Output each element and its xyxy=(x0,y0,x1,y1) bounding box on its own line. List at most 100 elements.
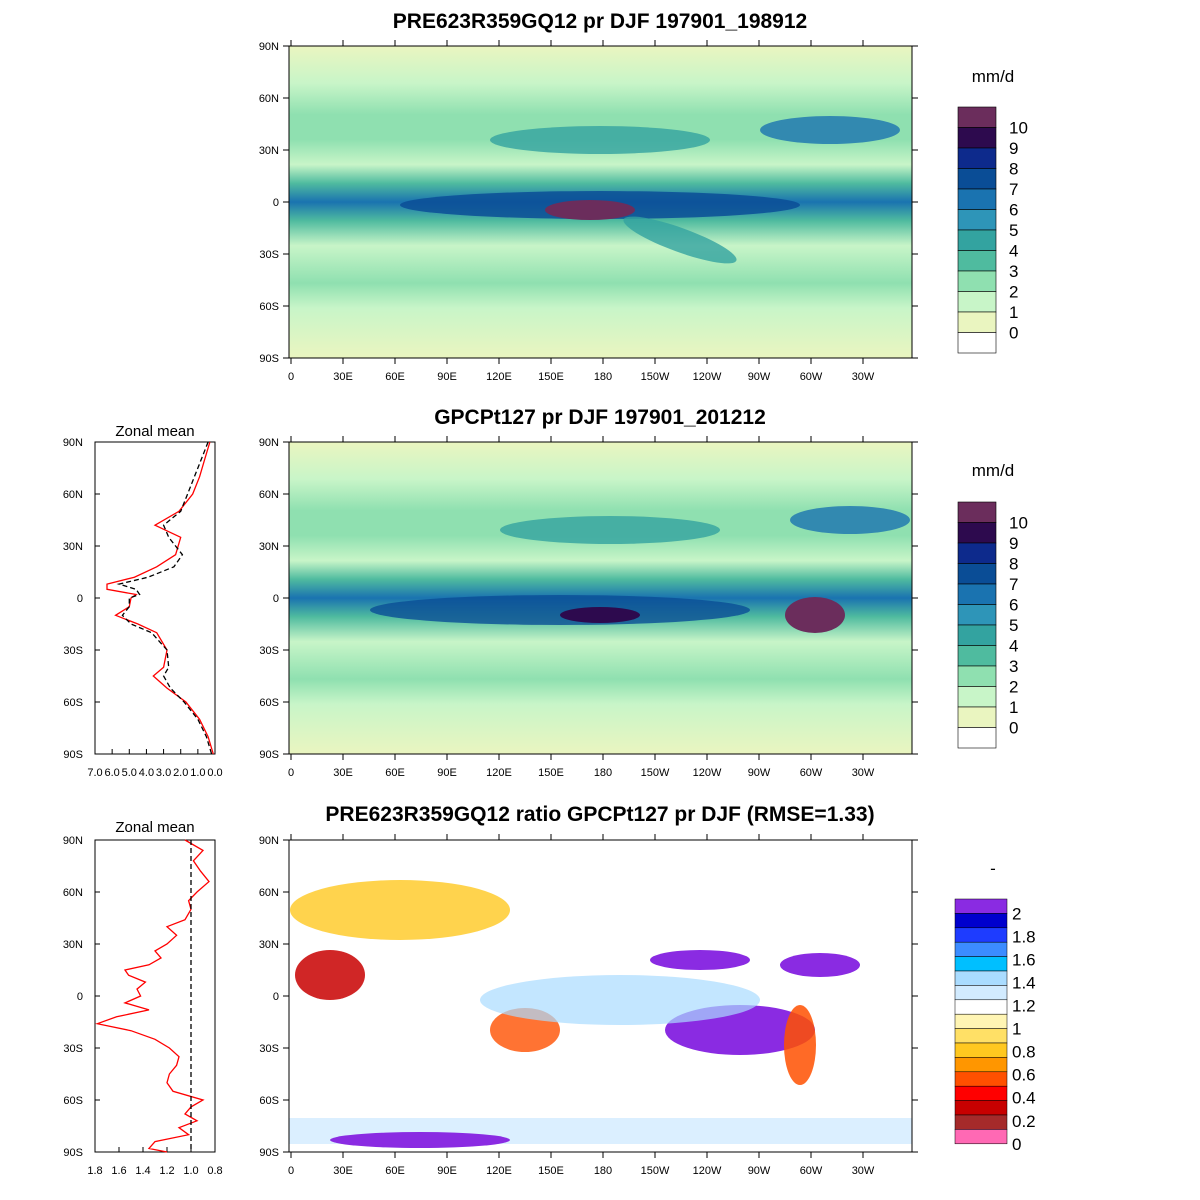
colorbar3-swatch xyxy=(954,927,1008,943)
map3-lon-label: 120E xyxy=(486,1165,512,1177)
colorbar1-label: 10 xyxy=(1009,119,1028,138)
colorbar2-swatch xyxy=(957,645,997,667)
map1-lon-label: 150E xyxy=(538,371,564,383)
map1-lat-label: 90S xyxy=(259,353,279,365)
zonal2-x-label: 1.2 xyxy=(159,1165,174,1177)
colorbar1-label: 3 xyxy=(1009,262,1018,281)
map3-lon-label: 60E xyxy=(385,1165,405,1177)
colorbar1-swatch xyxy=(957,270,997,292)
colorbar3-label: 0.2 xyxy=(1012,1112,1036,1131)
zonal2-lat-label: 30S xyxy=(63,1043,83,1055)
map2-lon-label: 90W xyxy=(748,767,771,779)
zonal1-x-label: 0.0 xyxy=(207,767,222,779)
colorbar3-swatch xyxy=(954,970,1008,986)
colorbar2-label: 9 xyxy=(1009,534,1018,553)
colorbar1-label: 7 xyxy=(1009,180,1018,199)
colorbar2-swatch xyxy=(957,706,997,728)
zonal1-series-2-line xyxy=(116,441,213,755)
zonal2-title: Zonal mean xyxy=(115,819,194,836)
colorbar2-label: 7 xyxy=(1009,575,1018,594)
colorbar2-swatch xyxy=(957,583,997,605)
colorbar3-swatch xyxy=(954,1085,1008,1101)
colorbar2-label: 10 xyxy=(1009,514,1028,533)
map2-title: GPCPt127 pr DJF 197901_201212 xyxy=(434,406,766,429)
colorbar3-swatch xyxy=(954,1028,1008,1044)
colorbar1-swatch xyxy=(957,127,997,149)
map2-lat-label: 90S xyxy=(259,749,279,761)
colorbar2-label: 6 xyxy=(1009,596,1018,615)
map3-dry-northern-continents xyxy=(290,880,510,940)
map1-lat-label: 60N xyxy=(259,93,279,105)
colorbar2-units: mm/d xyxy=(972,461,1015,480)
zonal1-x-label: 5.0 xyxy=(122,767,137,779)
zonal1-series-1-line xyxy=(106,441,214,755)
zonal1-x-label: 4.0 xyxy=(139,767,154,779)
zonal2-series-1-line xyxy=(95,839,210,1153)
map3-lon-label: 120W xyxy=(693,1165,722,1177)
colorbar3-label: 1.2 xyxy=(1012,997,1036,1016)
colorbar1-swatch xyxy=(957,332,997,354)
map2-lon-label: 120W xyxy=(693,767,722,779)
map-panel-model xyxy=(289,46,912,358)
colorbar1-label: 1 xyxy=(1009,303,1018,322)
zonal2-lat-label: 90N xyxy=(63,835,83,847)
zonal2-x-label: 0.8 xyxy=(207,1165,222,1177)
colorbar3-swatch xyxy=(954,956,1008,972)
map3-lon-label: 150E xyxy=(538,1165,564,1177)
colorbar1-label: 2 xyxy=(1009,283,1018,302)
map1-lon-label: 30E xyxy=(333,371,353,383)
colorbar2-swatch xyxy=(957,665,997,687)
colorbar3-label: 0.8 xyxy=(1012,1043,1036,1062)
map1-lat-label: 30N xyxy=(259,145,279,157)
map3-antarctic-purple xyxy=(330,1132,510,1148)
colorbar1-swatch xyxy=(957,188,997,210)
colorbar2-swatch xyxy=(957,563,997,585)
colorbar1-units: mm/d xyxy=(972,67,1015,86)
map2-lon-label: 150W xyxy=(641,767,670,779)
map1-lon-label: 90E xyxy=(437,371,457,383)
map3-lon-label: 30E xyxy=(333,1165,353,1177)
map3-pacific-wet xyxy=(480,975,760,1025)
colorbar3-swatch xyxy=(954,1129,1008,1145)
map2-lon-label: 30W xyxy=(852,767,875,779)
zonal1-lat-label: 30N xyxy=(63,541,83,553)
zonal2-lat-label: 60S xyxy=(63,1095,83,1107)
colorbar-panel-1: mm/d xyxy=(972,67,1015,86)
zonal2-x-label: 1.6 xyxy=(111,1165,126,1177)
map1-lat-label: 60S xyxy=(259,301,279,313)
colorbar3-swatch xyxy=(954,898,1008,914)
zonal2-x-label: 1.0 xyxy=(183,1165,198,1177)
colorbar3-label: 0.6 xyxy=(1012,1066,1036,1085)
colorbar1-swatch xyxy=(957,147,997,169)
map3-north-atlantic xyxy=(780,953,860,977)
colorbar1-swatch xyxy=(957,229,997,251)
zonal1-title: Zonal mean xyxy=(115,423,194,440)
zonal1-x-label: 7.0 xyxy=(87,767,102,779)
map2-lon-label: 90E xyxy=(437,767,457,779)
map3-lon-label: 180 xyxy=(594,1165,612,1177)
zonal1-lat-label: 90N xyxy=(63,437,83,449)
colorbar3-swatch xyxy=(954,1013,1008,1029)
colorbar-panel-2: mm/d xyxy=(972,461,1015,480)
map2-storm-track-pacific xyxy=(500,516,720,544)
colorbar1-swatch xyxy=(957,291,997,313)
map3-lon-label: 30W xyxy=(852,1165,875,1177)
zonal-mean-panel-2: Zonal mean xyxy=(94,819,216,1153)
map2-lat-label: 60N xyxy=(259,489,279,501)
zonal1-x-label: 6.0 xyxy=(104,767,119,779)
map2-lat-label: 90N xyxy=(259,437,279,449)
zonal1-lat-label: 60S xyxy=(63,697,83,709)
zonal2-x-label: 1.4 xyxy=(135,1165,150,1177)
colorbar3-swatch xyxy=(954,1042,1008,1058)
map3-south-america xyxy=(784,1005,816,1085)
map3-lat-label: 60N xyxy=(259,887,279,899)
map3-lon-label: 60W xyxy=(800,1165,823,1177)
colorbar2-swatch xyxy=(957,522,997,544)
colorbar1-swatch xyxy=(957,250,997,272)
map1-lon-label: 0 xyxy=(288,371,294,383)
map2-lat-label: 60S xyxy=(259,697,279,709)
map-panel-ratio xyxy=(289,840,912,1152)
zonal2-x-label: 1.8 xyxy=(87,1165,102,1177)
